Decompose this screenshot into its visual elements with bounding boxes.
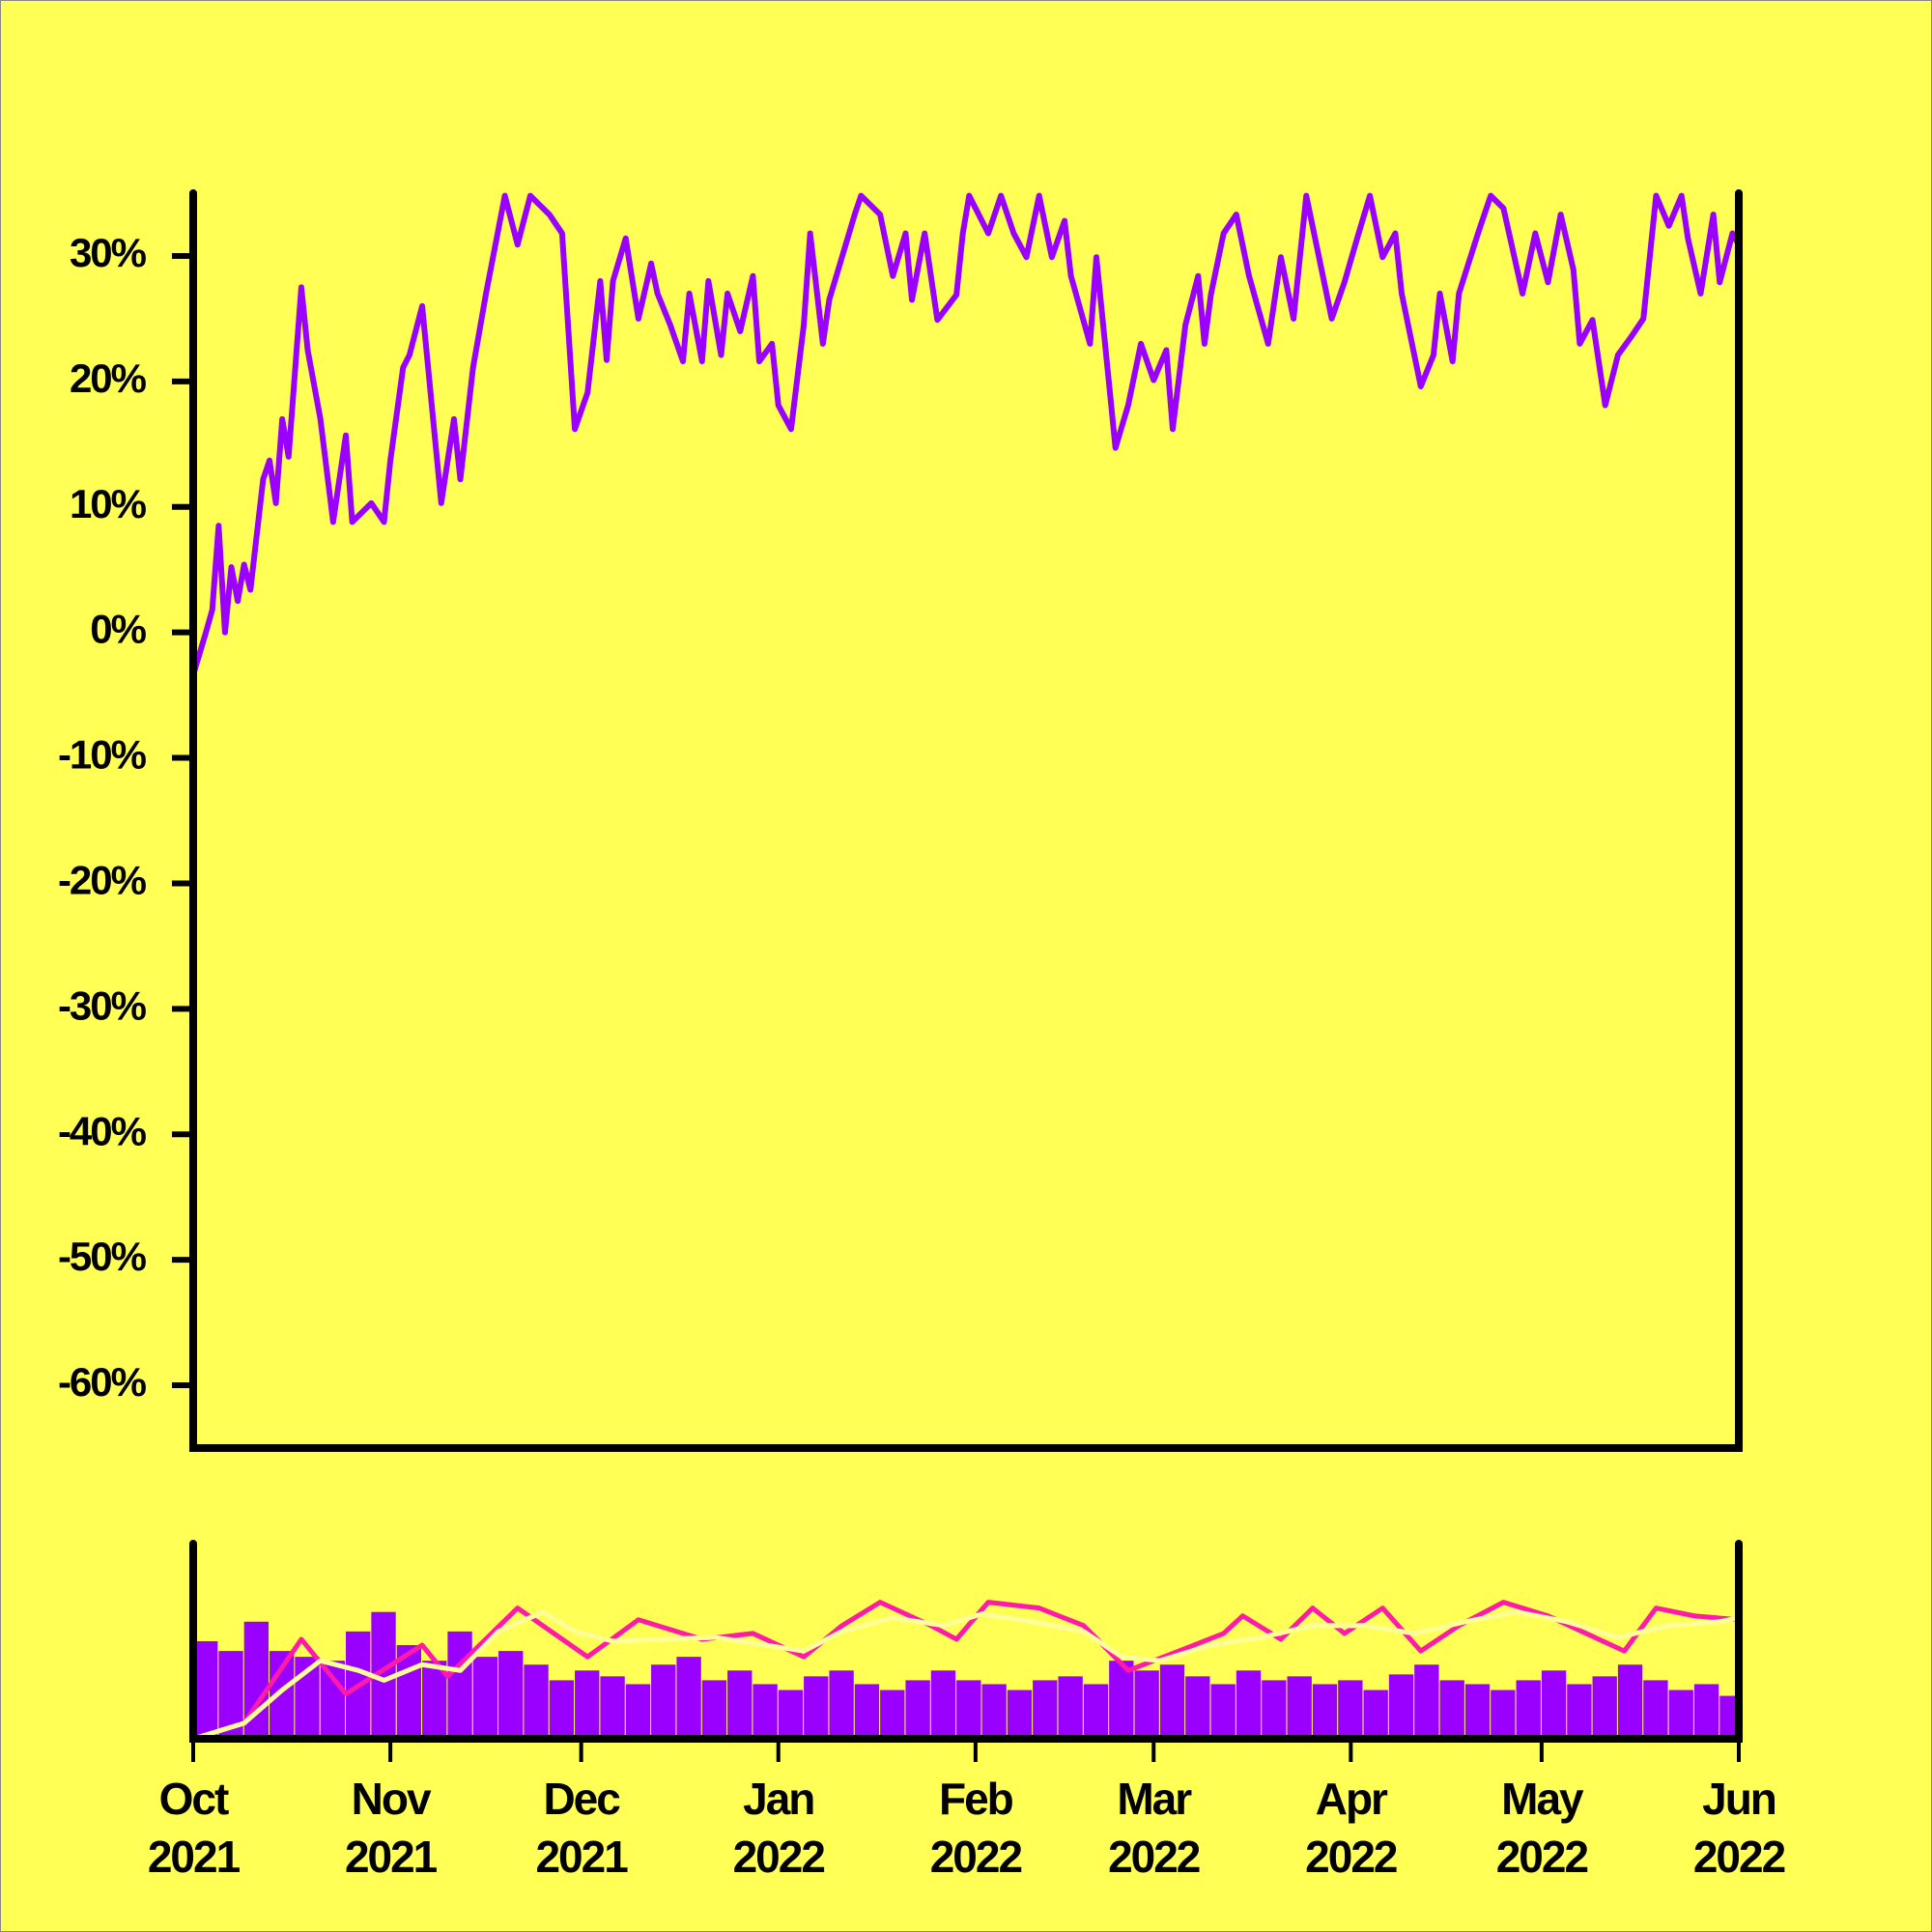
volume-bar xyxy=(1491,1690,1516,1739)
volume-bar xyxy=(1185,1676,1210,1739)
y-tick-label: 30% xyxy=(70,230,147,275)
volume-bar xyxy=(625,1684,651,1739)
x-tick-label: Dec xyxy=(543,1774,620,1824)
x-tick-label: Jun xyxy=(1702,1774,1776,1824)
volume-bar xyxy=(880,1690,905,1739)
y-tick-label: -50% xyxy=(58,1234,147,1279)
volume-bar xyxy=(1439,1680,1464,1739)
x-tick-label: Jan xyxy=(743,1774,813,1824)
x-tick-label: 2022 xyxy=(930,1832,1022,1882)
x-tick-label: Feb xyxy=(939,1774,1013,1824)
x-tick-label: Mar xyxy=(1117,1774,1192,1824)
volume-bar xyxy=(804,1676,829,1739)
volume-bar xyxy=(1719,1695,1738,1739)
volume-bar xyxy=(727,1670,753,1739)
volume-bar xyxy=(1567,1684,1592,1739)
y-tick-label: 10% xyxy=(70,481,147,526)
volume-bar xyxy=(1134,1670,1159,1739)
volume-bar xyxy=(930,1670,956,1739)
volume-bar xyxy=(1414,1664,1439,1739)
y-tick-label: -20% xyxy=(58,858,147,903)
volume-bar xyxy=(829,1670,854,1739)
volume-bar xyxy=(1693,1684,1719,1739)
x-tick-label: Apr xyxy=(1316,1774,1388,1824)
indicator-line xyxy=(192,1609,1740,1742)
volume-bar xyxy=(1109,1661,1134,1739)
volume-bar xyxy=(600,1676,625,1739)
x-tick-label: Oct xyxy=(159,1774,229,1824)
volume-bar xyxy=(854,1684,880,1739)
volume-bar xyxy=(1338,1680,1363,1739)
x-tick-label: 2021 xyxy=(148,1832,241,1882)
x-tick-label: 2022 xyxy=(733,1832,825,1882)
x-tick-label: 2022 xyxy=(1305,1832,1397,1882)
volume-bar xyxy=(498,1651,524,1739)
data-line xyxy=(190,192,1742,676)
volume-bar xyxy=(753,1684,778,1739)
volume-bar xyxy=(1287,1676,1312,1739)
volume-bar xyxy=(1363,1690,1388,1739)
volume-bar xyxy=(1541,1670,1567,1739)
y-tick-label: -40% xyxy=(58,1108,147,1153)
indicator-line xyxy=(192,1600,1740,1742)
x-tick-label: 2022 xyxy=(1108,1832,1200,1882)
volume-bar xyxy=(1643,1680,1668,1739)
y-tick-label: -60% xyxy=(58,1359,147,1405)
volume-bar xyxy=(1668,1690,1693,1739)
volume-bar xyxy=(651,1664,676,1739)
y-tick-label: 20% xyxy=(70,355,147,401)
volume-bar xyxy=(447,1631,472,1739)
x-tick-label: 2022 xyxy=(1693,1832,1785,1882)
volume-bar xyxy=(1033,1680,1058,1739)
x-tick-label: 2021 xyxy=(535,1832,628,1882)
volume-bar xyxy=(1159,1664,1185,1739)
x-tick-label: 2021 xyxy=(345,1832,438,1882)
volume-bar xyxy=(905,1680,930,1739)
volume-bar xyxy=(1058,1676,1083,1739)
volume-bar xyxy=(1312,1684,1338,1739)
y-tick-label: -10% xyxy=(58,732,147,778)
volume-bar xyxy=(575,1670,600,1739)
x-tick-label: May xyxy=(1501,1774,1584,1824)
volume-bar xyxy=(1210,1684,1236,1739)
volume-bar xyxy=(1262,1680,1287,1739)
volume-bar xyxy=(1388,1674,1414,1739)
y-tick-label: -30% xyxy=(58,982,147,1028)
volume-bar xyxy=(981,1684,1007,1739)
axis-frame xyxy=(189,189,1743,1452)
volume-bar xyxy=(676,1657,701,1739)
volume-bar xyxy=(1236,1670,1262,1739)
volume-bar xyxy=(701,1680,727,1739)
volume-bar xyxy=(193,1641,218,1739)
volume-bar xyxy=(956,1680,981,1739)
volume-bar xyxy=(1592,1676,1617,1739)
y-tick-label: 0% xyxy=(90,607,146,652)
volume-bar xyxy=(472,1657,498,1739)
volume-bar xyxy=(1516,1680,1541,1739)
x-tick-label: Nov xyxy=(352,1774,432,1824)
axis-frame xyxy=(189,1540,1743,1743)
volume-bar xyxy=(549,1680,575,1739)
volume-bar xyxy=(320,1661,346,1739)
volume-bar xyxy=(1007,1690,1033,1739)
volume-bar xyxy=(524,1664,549,1739)
volume-bar xyxy=(1617,1664,1643,1739)
x-tick-label: 2022 xyxy=(1496,1832,1588,1882)
volume-bar xyxy=(778,1690,804,1739)
volume-bar xyxy=(1464,1684,1491,1739)
volume-bar xyxy=(1083,1684,1109,1739)
